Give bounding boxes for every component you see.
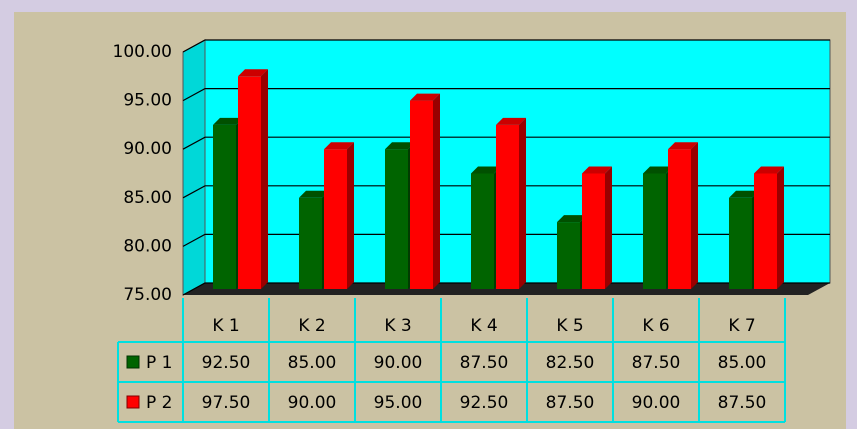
table-value: 87.50 — [546, 393, 595, 413]
category-label: K 1 — [212, 316, 239, 336]
legend-swatch — [126, 355, 140, 369]
grid-line — [182, 282, 830, 296]
category-label: K 6 — [642, 316, 669, 336]
table-value: 90.00 — [632, 393, 681, 413]
bar-top — [238, 69, 268, 77]
bar — [238, 76, 261, 289]
y-tick-label: 75.00 — [123, 285, 172, 305]
legend-label: P 2 — [146, 393, 172, 413]
grid-line — [182, 185, 830, 199]
table-value: 95.00 — [374, 393, 423, 413]
table-value: 90.00 — [288, 393, 337, 413]
bar — [754, 173, 777, 289]
bar-top — [729, 190, 759, 198]
bar — [496, 124, 519, 290]
y-tick-label: 95.00 — [123, 91, 172, 111]
bar — [582, 173, 605, 289]
table-value: 90.00 — [374, 353, 423, 373]
category-label: K 7 — [728, 316, 755, 336]
bar-side — [433, 93, 440, 289]
grid-line — [182, 87, 830, 102]
table-value: 87.50 — [632, 353, 681, 373]
category-label: K 5 — [556, 316, 583, 336]
bar — [213, 124, 236, 290]
table-value: 92.50 — [460, 393, 509, 413]
category-label: K 4 — [470, 316, 497, 336]
table-value: 85.00 — [718, 353, 767, 373]
bar-top — [668, 142, 698, 150]
bar — [385, 149, 408, 289]
bar-top — [557, 215, 587, 223]
y-tick-label: 85.00 — [123, 188, 172, 208]
grid-line — [182, 233, 830, 247]
bar-top — [471, 166, 501, 174]
y-tick-label: 100.00 — [113, 42, 172, 62]
bar-top — [496, 117, 526, 125]
bar — [643, 173, 666, 289]
y-tick-label: 90.00 — [123, 139, 172, 159]
table-value: 97.50 — [202, 393, 251, 413]
grid-line — [182, 39, 830, 53]
bar-top — [410, 93, 440, 101]
bar-side — [605, 166, 612, 289]
bar-side — [519, 117, 526, 290]
category-label: K 3 — [384, 316, 411, 336]
table-value: 87.50 — [460, 353, 509, 373]
bar-top — [213, 117, 243, 125]
legend-swatch — [126, 395, 140, 409]
bar-top — [385, 142, 415, 150]
bar-top — [299, 190, 329, 198]
bar-top — [582, 166, 612, 174]
bar-top — [643, 166, 673, 174]
legend-label: P 1 — [146, 353, 172, 373]
bar — [729, 197, 752, 289]
table-value: 85.00 — [288, 353, 337, 373]
bar-side — [691, 142, 698, 289]
bar — [668, 149, 691, 289]
table-value: 82.50 — [546, 353, 595, 373]
y-tick-label: 80.00 — [123, 236, 172, 256]
bar-side — [261, 69, 268, 289]
table-value: 92.50 — [202, 353, 251, 373]
bar-side — [777, 166, 784, 289]
side-wall — [182, 39, 206, 296]
bar — [471, 173, 494, 289]
bar — [557, 222, 580, 289]
bar-side — [347, 142, 354, 289]
bar-top — [754, 166, 784, 174]
bar — [324, 149, 347, 289]
category-label: K 2 — [298, 316, 325, 336]
table-value: 87.50 — [718, 393, 767, 413]
bar-top — [324, 142, 354, 150]
bar — [410, 100, 433, 289]
bar — [299, 197, 322, 289]
grid-line — [182, 136, 830, 150]
